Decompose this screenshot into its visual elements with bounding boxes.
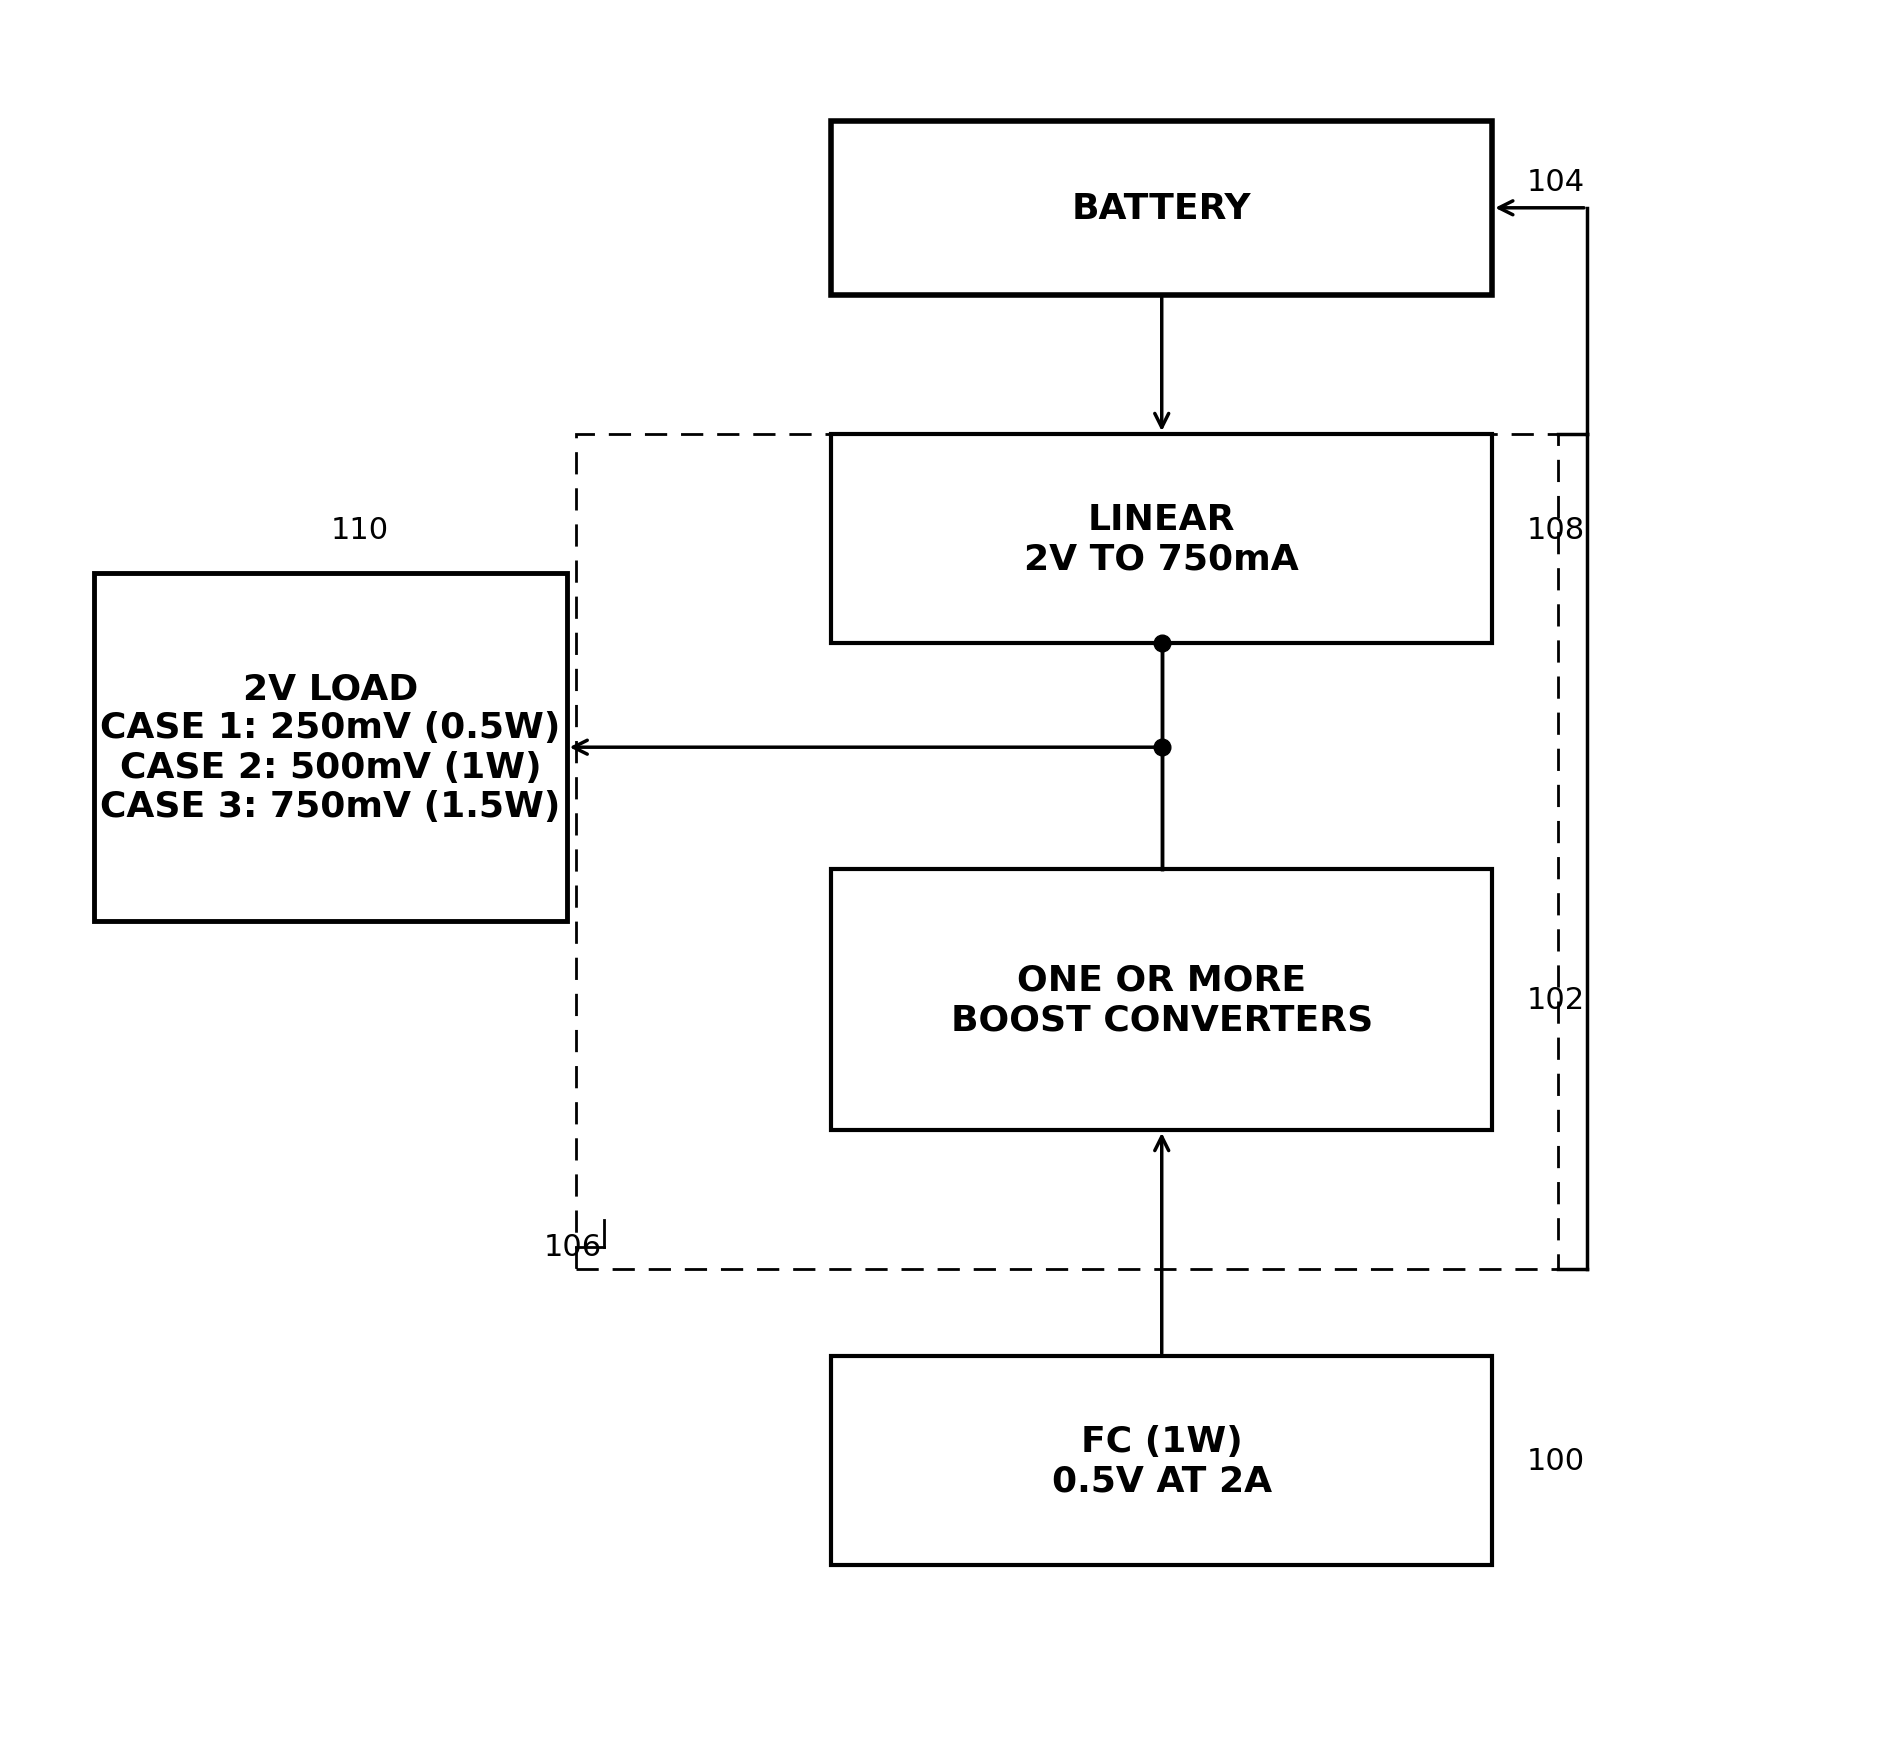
Bar (831, 122, 1492, 296)
Bar (831, 1356, 1492, 1565)
Text: FC (1W)
0.5V AT 2A: FC (1W) 0.5V AT 2A (1052, 1424, 1271, 1497)
Text: 110: 110 (331, 516, 389, 544)
Text: 104: 104 (1526, 169, 1585, 197)
Bar (831, 435, 1492, 643)
Text: LINEAR
2V TO 750mA: LINEAR 2V TO 750mA (1024, 503, 1300, 576)
Bar (576, 435, 1558, 1269)
Text: 106: 106 (544, 1233, 603, 1261)
Text: 102: 102 (1526, 986, 1585, 1014)
Text: 100: 100 (1526, 1447, 1585, 1475)
Text: BATTERY: BATTERY (1071, 191, 1252, 226)
Bar (94, 574, 567, 922)
Bar (831, 870, 1492, 1130)
Text: 2V LOAD
CASE 1: 250mV (0.5W)
CASE 2: 500mV (1W)
CASE 3: 750mV (1.5W): 2V LOAD CASE 1: 250mV (0.5W) CASE 2: 500… (100, 671, 561, 824)
Text: 108: 108 (1526, 516, 1585, 544)
Text: ONE OR MORE
BOOST CONVERTERS: ONE OR MORE BOOST CONVERTERS (950, 963, 1373, 1036)
